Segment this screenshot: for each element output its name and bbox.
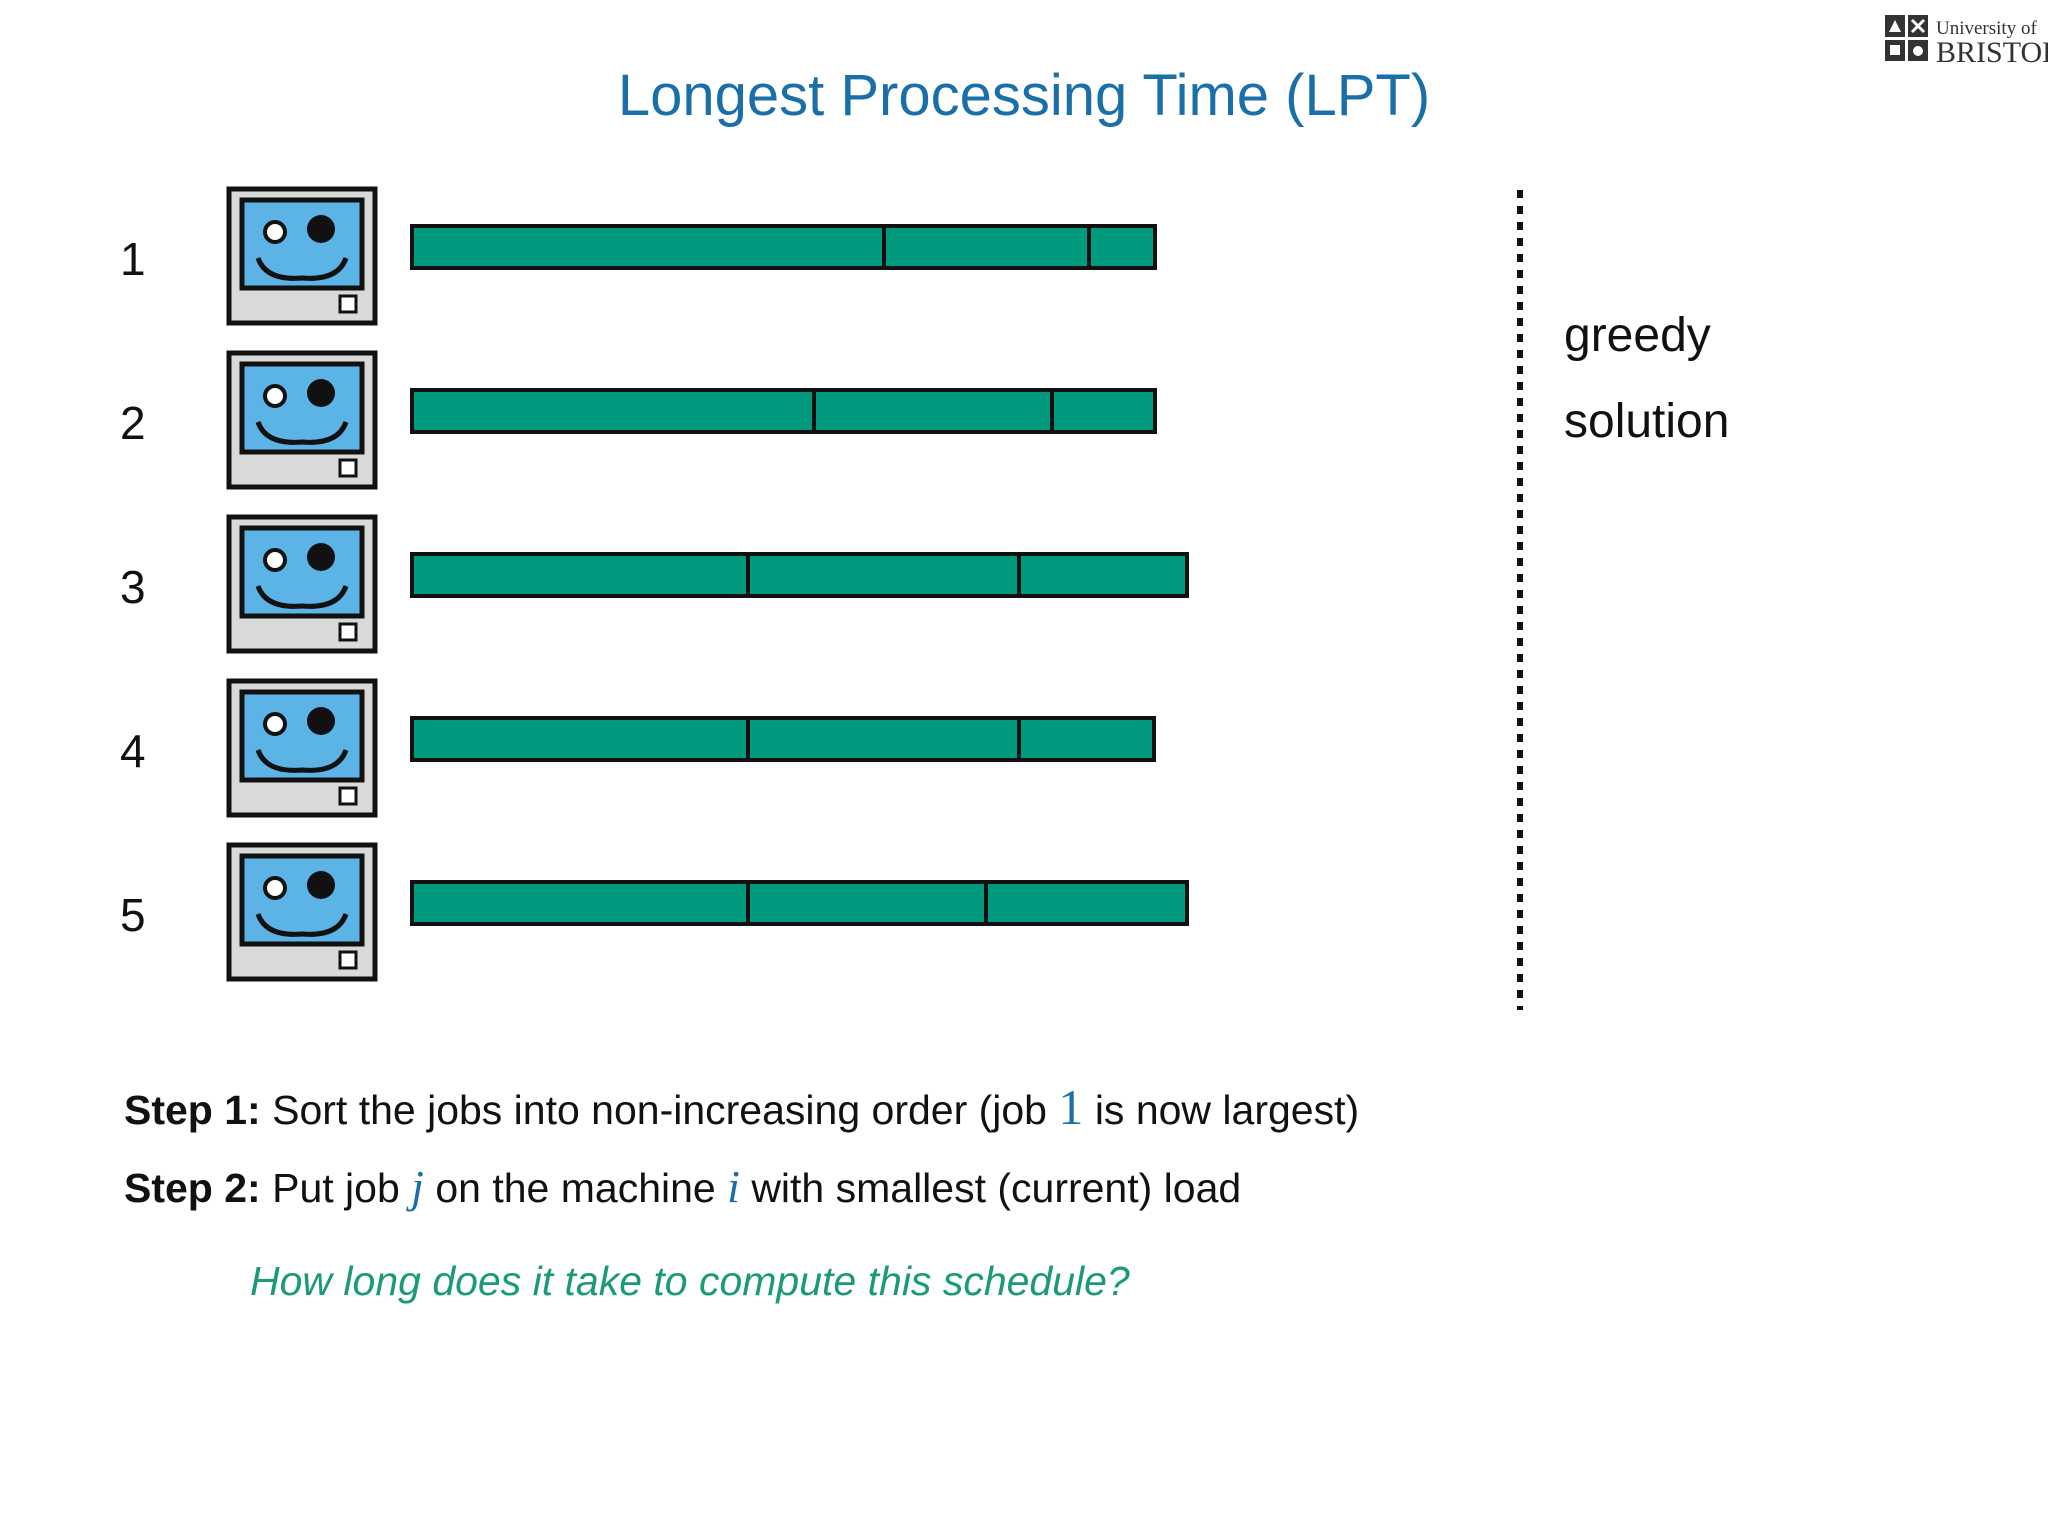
question-text: How long does it take to compute this sc… — [250, 1258, 1130, 1304]
job-segment — [1087, 224, 1157, 270]
step-2-math-j: j — [411, 1161, 424, 1212]
university-logo: University of BRISTOL — [1884, 14, 2048, 69]
computer-icon — [226, 678, 378, 818]
machine-number: 1 — [120, 233, 146, 285]
crest-icon — [1885, 15, 1928, 61]
job-segment — [882, 224, 1091, 270]
machine-number: 5 — [120, 889, 146, 941]
logo-bristol-text: BRISTOL — [1936, 36, 2048, 69]
step-2-text-after: with smallest (current) load — [751, 1165, 1242, 1211]
computer-icon — [226, 350, 378, 490]
machine-row: 5 — [0, 842, 2048, 982]
job-segment — [410, 552, 750, 598]
computer-icon — [226, 514, 378, 654]
job-segment — [1017, 716, 1156, 762]
machine-row: 4 — [0, 678, 2048, 818]
job-segment — [746, 880, 988, 926]
step-1-label: Step 1: — [124, 1087, 261, 1133]
computer-icon — [226, 186, 378, 326]
step-1-text-before: Sort the jobs into non-increasing order … — [272, 1087, 1047, 1133]
computer-icon — [226, 842, 378, 982]
job-segment — [746, 716, 1021, 762]
job-segment — [812, 388, 1054, 434]
step-2-math-i: i — [727, 1161, 740, 1212]
step-2-text-middle: on the machine — [435, 1165, 716, 1211]
machine-row: 3 — [0, 514, 2048, 654]
step-2: Step 2: Put job j on the machine i with … — [124, 1160, 1241, 1213]
job-segment — [1050, 388, 1157, 434]
job-segment — [410, 388, 816, 434]
job-segment — [746, 552, 1021, 598]
job-segment — [984, 880, 1189, 926]
step-1-text-after: is now largest) — [1094, 1087, 1360, 1133]
job-segment — [410, 716, 750, 762]
dotted-divider — [1517, 190, 1523, 1010]
job-segment — [410, 224, 886, 270]
machine-row: 2 — [0, 350, 2048, 490]
machine-number: 2 — [120, 397, 146, 449]
job-segment — [1017, 552, 1189, 598]
job-segment — [410, 880, 750, 926]
slide-title: Longest Processing Time (LPT) — [617, 63, 1431, 128]
step-1: Step 1: Sort the jobs into non-increasin… — [124, 1078, 1359, 1136]
side-label-solution: solution — [1564, 395, 1730, 448]
side-label-greedy: greedy — [1564, 309, 1711, 362]
step-1-math: 1 — [1058, 1079, 1084, 1135]
step-2-text-before: Put job — [272, 1165, 400, 1211]
machine-number: 4 — [120, 725, 146, 777]
step-2-label: Step 2: — [124, 1165, 261, 1211]
machine-number: 3 — [120, 561, 146, 613]
machine-row: 1 — [0, 186, 2048, 326]
logo-university-text: University of — [1936, 18, 2037, 39]
